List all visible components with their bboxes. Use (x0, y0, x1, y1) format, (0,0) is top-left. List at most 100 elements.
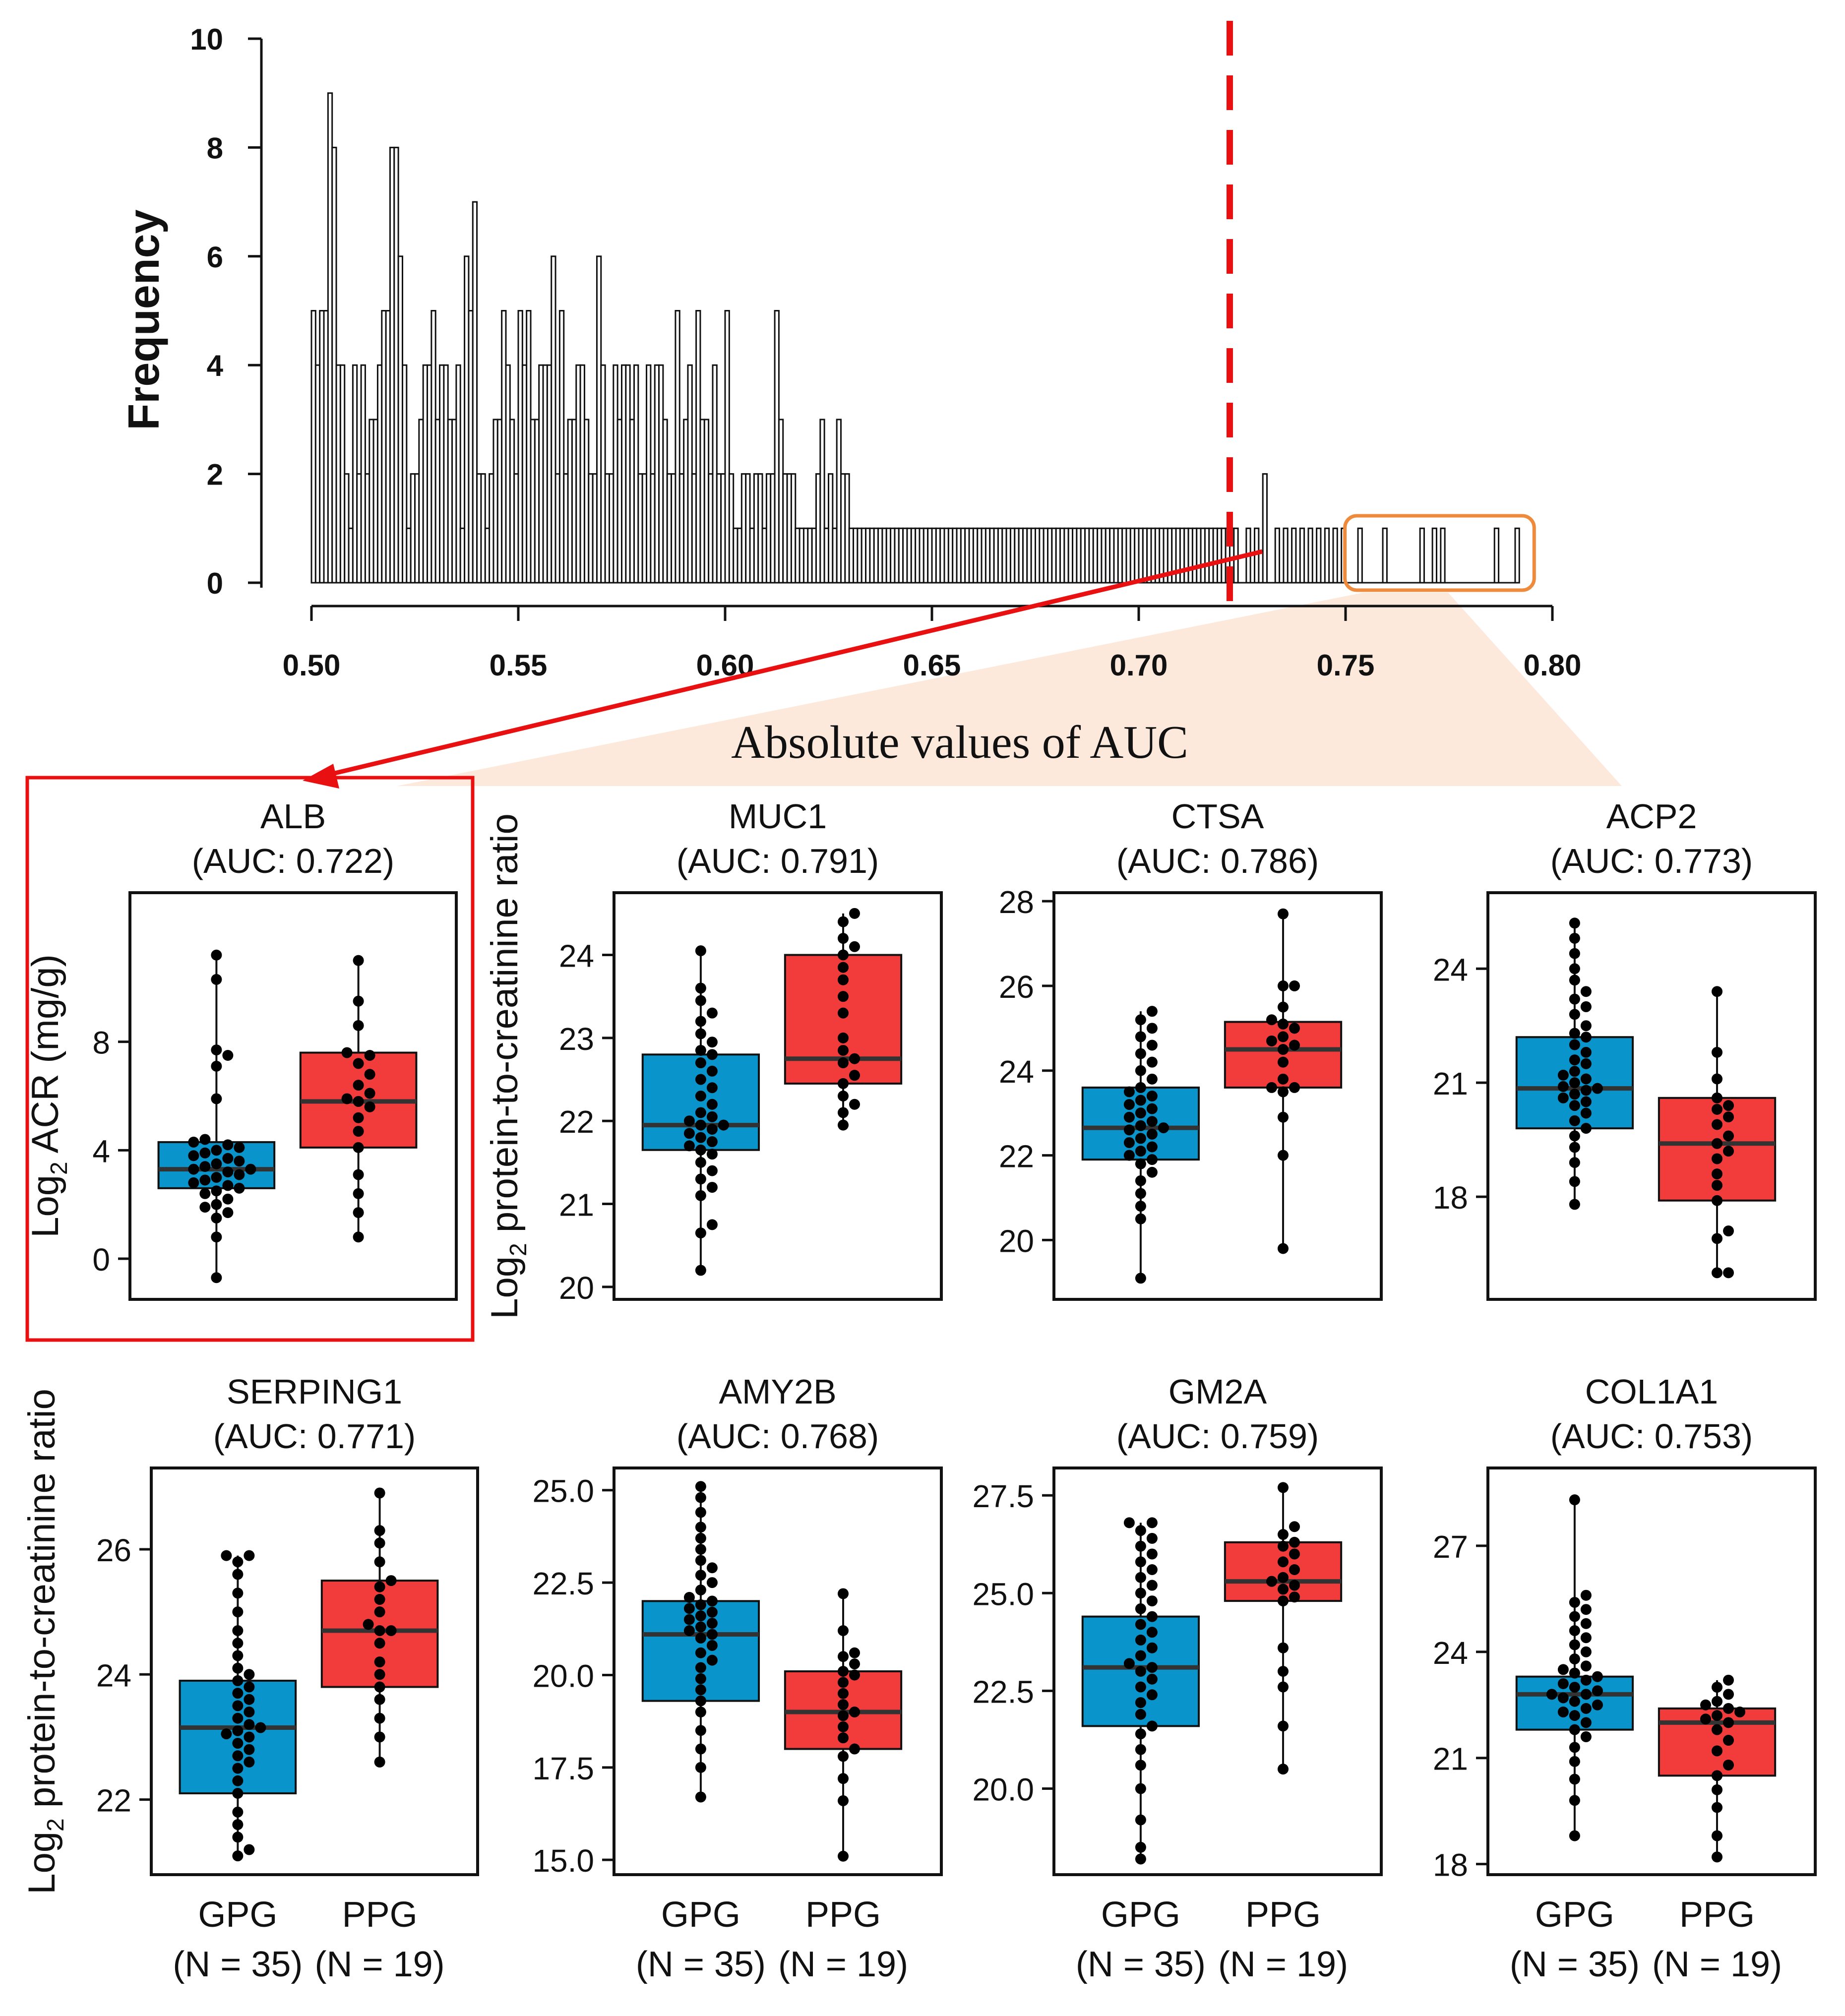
data-point (1569, 1130, 1580, 1142)
data-point (1135, 1783, 1146, 1794)
data-point (234, 1182, 245, 1194)
panel-y-tick-label: 25.0 (532, 1473, 594, 1509)
data-point (1569, 1742, 1580, 1753)
histogram-bar (1316, 527, 1322, 584)
data-point (838, 1773, 849, 1784)
data-point (706, 1562, 718, 1574)
data-point (1289, 1564, 1300, 1575)
data-point (1723, 1267, 1734, 1279)
data-point (222, 1180, 234, 1191)
histogram-y-tick-label: 2 (207, 458, 223, 491)
histogram-bar-top-auc (1382, 527, 1388, 584)
data-point (1135, 1213, 1146, 1224)
group-name-label: PPG (1679, 1895, 1755, 1935)
data-point (374, 1581, 385, 1592)
data-point (1580, 1660, 1592, 1672)
data-point (1146, 1595, 1158, 1607)
data-point (849, 1099, 860, 1110)
data-point (1266, 1576, 1277, 1587)
panel-y-tick-label: 20.0 (972, 1772, 1034, 1808)
panel-y-tick-label: 22 (559, 1104, 594, 1140)
data-point (1557, 1092, 1569, 1103)
data-point (706, 1149, 718, 1160)
y-label-log: Log (484, 1256, 526, 1319)
data-point (1278, 1642, 1289, 1653)
data-point (222, 1166, 234, 1178)
data-point (1712, 1851, 1722, 1863)
data-point (244, 1669, 255, 1680)
data-point (838, 1721, 849, 1732)
data-point (1146, 1166, 1158, 1178)
data-point (695, 1762, 706, 1773)
data-point (244, 1844, 255, 1855)
data-point (683, 1591, 695, 1603)
data-point (1569, 1710, 1580, 1721)
data-point (838, 1057, 849, 1069)
data-point (232, 1850, 244, 1862)
data-point (1135, 1853, 1146, 1865)
group-n-label: (N = 35) (636, 1945, 766, 1984)
alb-pointer-arrow-line (321, 549, 1263, 779)
alb-pointer-arrowhead (303, 764, 339, 789)
data-point (1580, 1032, 1592, 1043)
data-point (1278, 1001, 1289, 1013)
data-point (1580, 1046, 1592, 1058)
data-point (695, 1144, 706, 1156)
histogram-bar (1254, 527, 1260, 584)
data-point (232, 1806, 244, 1818)
data-point (232, 1725, 244, 1736)
data-point (1123, 1150, 1135, 1161)
histogram-bar (1262, 473, 1268, 584)
boxplot-panel-amy2b: AMY2B (AUC: 0.768) 15.0 17.5 20.0 22.5 25.0 (532, 1372, 943, 1879)
data-point (1135, 1158, 1146, 1169)
data-point (1557, 1664, 1569, 1675)
data-point (1278, 1243, 1289, 1254)
y-label-log: Log (21, 1832, 63, 1894)
data-point (211, 1145, 222, 1156)
data-point (1146, 1548, 1158, 1560)
panel-y-tick-label: 18 (1433, 1180, 1468, 1216)
data-point (1289, 1591, 1300, 1603)
data-point (1712, 1267, 1722, 1279)
data-point (695, 1265, 706, 1276)
data-point (374, 1593, 385, 1605)
data-point (838, 1119, 849, 1131)
data-point (838, 974, 849, 985)
data-point (364, 1088, 375, 1099)
data-point (1135, 1814, 1146, 1826)
data-point (1278, 1540, 1289, 1552)
data-point (255, 1722, 266, 1733)
data-point (211, 1185, 222, 1197)
data-point (232, 1688, 244, 1699)
data-point (353, 1207, 364, 1219)
data-point (232, 1662, 244, 1674)
data-point (1712, 1802, 1722, 1813)
data-point (1135, 1697, 1146, 1709)
data-point (353, 1112, 364, 1123)
data-point (849, 1053, 860, 1064)
data-point (1278, 1150, 1289, 1161)
data-point (232, 1700, 244, 1711)
data-point (363, 1619, 374, 1630)
data-point (1712, 1830, 1722, 1841)
data-point (1723, 1759, 1734, 1771)
data-point (695, 1707, 706, 1717)
data-point (1146, 1141, 1158, 1153)
data-point (1278, 1031, 1289, 1042)
data-point (849, 908, 860, 919)
histogram-bar (1324, 527, 1330, 584)
panel-y-tick-label: 24 (999, 1054, 1034, 1090)
data-point (1712, 1724, 1722, 1735)
data-point (1135, 1540, 1146, 1552)
top-auc-highlight-box (1343, 514, 1536, 592)
data-point (849, 1743, 860, 1755)
data-point (1569, 1596, 1580, 1608)
data-point (353, 1126, 364, 1137)
panel-y-label: Log2 protein-to-creatinine ratio (21, 1389, 69, 1894)
data-point (1289, 1521, 1300, 1532)
data-point (188, 1150, 199, 1161)
data-point (1712, 1073, 1722, 1085)
data-point (188, 1136, 199, 1148)
data-point (244, 1694, 255, 1705)
data-point (1146, 1056, 1158, 1068)
